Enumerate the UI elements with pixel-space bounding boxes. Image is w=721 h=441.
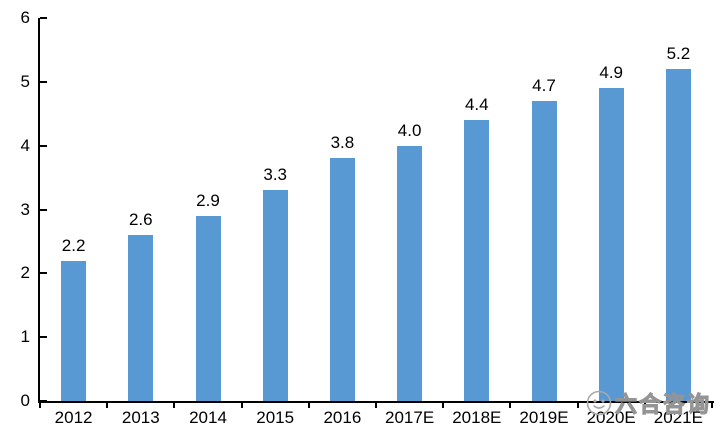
bar — [329, 158, 355, 401]
watermark-text: 六合咨询 — [614, 391, 712, 417]
x-axis-category-label: 2012 — [54, 408, 93, 427]
bar-value-label: 2.2 — [61, 235, 86, 255]
bar — [464, 120, 490, 401]
x-axis-category-label: 2016 — [323, 408, 362, 427]
bar-value-label: 4.9 — [599, 63, 623, 83]
y-axis-tick — [40, 400, 47, 402]
x-axis-tick — [509, 403, 512, 408]
bar-value-label: 2.9 — [196, 190, 220, 210]
x-axis-tick — [39, 403, 41, 408]
x-axis-tick — [240, 403, 243, 408]
y-axis-tick-label: 2 — [20, 263, 30, 283]
bar — [61, 260, 87, 401]
x-axis-category-label: 2019E — [519, 408, 569, 427]
bar-value-label: 4.4 — [464, 95, 489, 115]
y-axis-tick — [40, 208, 47, 211]
y-axis-tick-label: 3 — [20, 199, 30, 219]
y-axis-tick-label: 6 — [20, 8, 30, 27]
bar-value-label: 3.3 — [263, 165, 287, 185]
x-axis-tick — [442, 403, 445, 408]
x-axis-tick — [711, 403, 713, 408]
x-axis-tick — [375, 403, 377, 408]
bar — [531, 100, 557, 401]
y-axis-tick — [40, 144, 47, 147]
x-axis-tick — [106, 403, 109, 408]
y-axis-tick-label: 1 — [20, 327, 30, 347]
bar — [397, 145, 423, 401]
y-axis-tick-label: 0 — [20, 391, 30, 410]
x-axis-line — [38, 401, 714, 403]
bar-value-label: 4.0 — [397, 120, 422, 140]
x-axis-category-label: 2021E — [653, 408, 703, 427]
bar — [195, 215, 221, 401]
x-axis-tick — [173, 403, 176, 408]
x-axis-tick — [643, 403, 646, 408]
y-axis-tick — [40, 80, 47, 83]
bar-value-label: 3.8 — [330, 133, 355, 153]
bar-value-label: 5.2 — [666, 44, 691, 64]
bar — [262, 190, 288, 401]
bar — [128, 235, 154, 401]
x-axis-tick — [576, 403, 579, 408]
x-axis-category-label: 2020E — [586, 408, 636, 427]
x-axis-category-label: 2013 — [121, 408, 160, 427]
x-axis-tick — [307, 403, 310, 408]
bar-value-label: 2.6 — [128, 210, 153, 230]
y-axis-tick — [40, 336, 47, 339]
x-axis-category-label: 2014 — [189, 408, 227, 427]
bar — [665, 69, 691, 401]
y-axis-tick — [40, 17, 47, 19]
bar — [598, 88, 624, 401]
x-axis-category-label: 2015 — [256, 408, 295, 427]
x-axis-category-label: 2017E — [385, 408, 435, 427]
y-axis-tick — [40, 272, 47, 275]
bar-value-label: 4.7 — [532, 75, 556, 95]
y-axis-tick-label: 5 — [20, 71, 30, 91]
y-axis-line — [38, 18, 40, 403]
face-logo-icon — [586, 390, 612, 416]
y-axis-tick-label: 4 — [20, 135, 30, 155]
watermark: 六合咨询 — [586, 389, 712, 418]
x-axis-category-label: 2018E — [452, 408, 502, 427]
